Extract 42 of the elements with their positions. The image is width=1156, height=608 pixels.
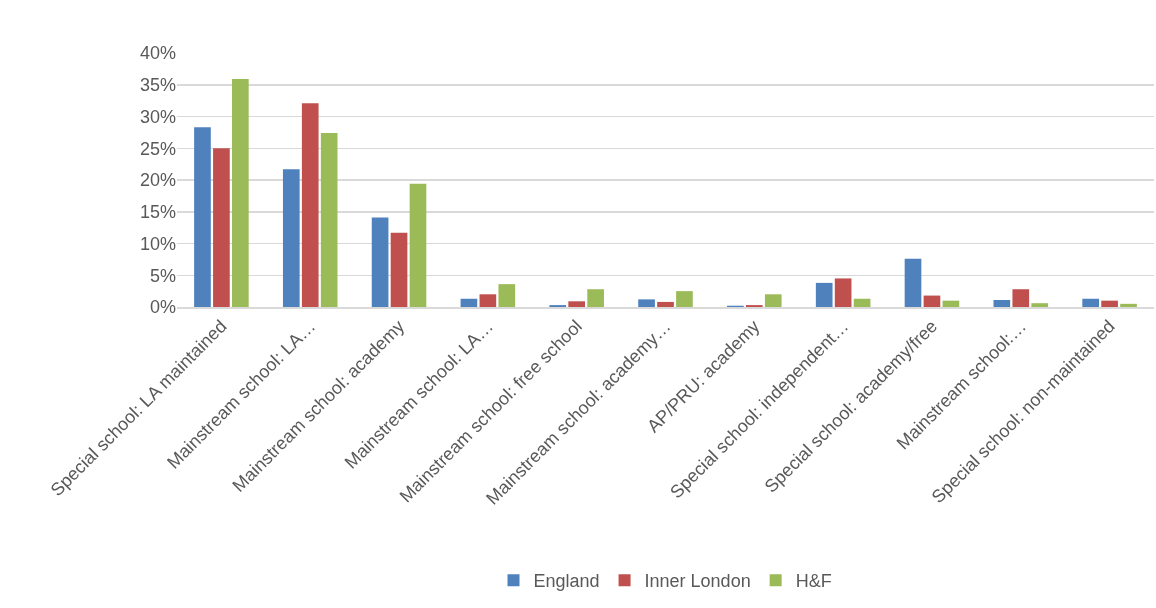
y-tick-label: 40%	[139, 43, 176, 64]
bar	[301, 103, 319, 307]
bar	[853, 298, 871, 307]
legend-label: H&F	[795, 571, 832, 592]
bar	[320, 133, 338, 307]
y-tick-label: 20%	[139, 170, 176, 191]
bar	[409, 183, 427, 307]
bar	[657, 301, 674, 307]
bar	[815, 282, 833, 307]
bar	[1012, 289, 1030, 307]
y-tick-label: 30%	[139, 106, 176, 127]
bar	[194, 127, 211, 307]
bar	[904, 258, 922, 307]
bar	[1120, 303, 1137, 307]
bar	[587, 289, 604, 307]
bar	[676, 291, 693, 307]
y-tick-label: 35%	[139, 75, 176, 96]
legend-label: England	[533, 571, 600, 592]
bar	[498, 284, 516, 307]
bar	[764, 294, 782, 307]
bar	[942, 300, 960, 307]
bar	[923, 295, 941, 307]
bar	[282, 169, 300, 307]
y-tick-label: 10%	[139, 233, 176, 254]
y-tick-label: 5%	[149, 265, 176, 286]
legend-label: Inner London	[644, 571, 751, 592]
y-tick-label: 25%	[139, 138, 176, 159]
bar	[1101, 300, 1118, 307]
bar	[460, 298, 478, 307]
bar	[993, 300, 1011, 307]
bar	[213, 148, 230, 307]
bar	[834, 278, 852, 307]
bar	[1082, 298, 1099, 307]
y-tick-label: 0%	[149, 297, 176, 318]
bar	[479, 294, 497, 307]
bar	[390, 232, 408, 307]
bar	[638, 299, 655, 307]
y-tick-label: 15%	[139, 202, 176, 223]
bar	[568, 301, 586, 307]
bar	[232, 79, 249, 307]
bar	[1031, 303, 1049, 307]
bar	[371, 217, 389, 307]
